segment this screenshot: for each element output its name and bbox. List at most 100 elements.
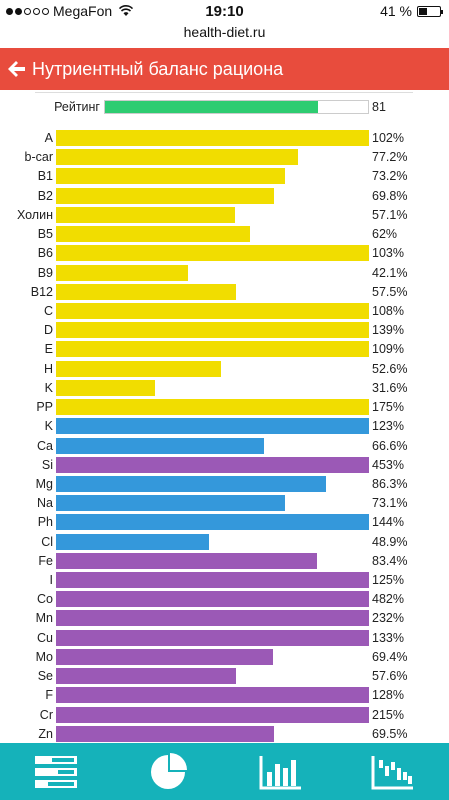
nutrient-bar-track [56,514,369,531]
nutrient-label: Zn [38,726,53,741]
waterfall-chart-icon [371,755,413,789]
nutrient-row: Cr 215% [0,706,449,725]
nutrient-bar-track [56,360,369,377]
nutrient-bar-track [56,130,369,146]
nutrient-bar-track [56,379,369,396]
nutrient-row: D 139% [0,321,449,340]
nutrient-bar [56,399,369,416]
nutrient-row: A 102% [0,129,449,148]
status-time: 19:10 [205,3,244,20]
browser-url[interactable]: health-diet.ru [183,24,266,40]
nutrient-row: Zn 69.5% [0,725,449,744]
nutrient-percent: 48.9% [372,534,408,549]
nutrient-bar-track [56,187,369,204]
nutrient-label: B12 [30,284,53,299]
nutrient-label: Si [41,457,53,472]
bottom-tab-bar [0,743,449,800]
rating-row: Рейтинг 81 [0,99,449,117]
nutrient-bar [56,226,251,243]
nutrient-bar-track [56,629,369,646]
nutrient-label: E [44,342,53,357]
nutrient-bar-track [56,341,369,358]
nutrient-bar-track [56,322,369,339]
nutrient-row: K 123% [0,417,449,436]
status-left: MegaFon [6,3,134,19]
nutrient-row: B12 57.5% [0,283,449,302]
nutrient-row: Fe 83.4% [0,552,449,571]
nutrient-label: B6 [37,246,53,261]
nutrient-percent: 232% [372,611,404,626]
nutrient-bar [56,591,369,608]
nutrient-percent: 77.2% [372,150,408,165]
nutrient-bar [56,341,369,358]
nutrient-percent: 69.4% [372,649,408,664]
app-header: Нутриентный баланс рациона [0,48,449,90]
nutrient-bar-track [56,648,369,665]
nutrient-bar [56,379,155,396]
nutrient-bar-track [56,456,369,473]
nutrient-label: PP [36,400,53,415]
nutrient-bar [56,629,369,646]
nutrient-percent: 144% [372,515,404,530]
nutrient-percent: 57.1% [372,207,408,222]
nutrient-row: B2 69.8% [0,187,449,206]
nutrient-row: E 109% [0,340,449,359]
nutrient-percent: 175% [372,400,404,415]
nutrient-bar-track [56,572,369,589]
nutrient-row: PP 175% [0,398,449,417]
nutrient-percent: 139% [372,323,404,338]
nutrient-percent: 133% [372,630,404,645]
nutrient-label: Cl [41,534,53,549]
tab-bar-chart[interactable] [225,743,337,800]
nutrient-bar [56,495,285,512]
nutrient-row: Холин 57.1% [0,206,449,225]
nutrient-label: Na [37,496,53,511]
nutrient-bar [56,264,188,281]
nutrient-bar [56,437,265,454]
tab-waterfall-chart[interactable] [337,743,449,800]
nutrient-bar [56,302,369,319]
nutrient-percent: 215% [372,707,404,722]
nutrient-row: Si 453% [0,456,449,475]
nutrient-percent: 69.8% [372,188,408,203]
nutrient-bar-track [56,610,369,627]
nutrient-bar [56,610,369,627]
tab-list[interactable] [0,743,112,800]
nutrient-bar [56,130,369,146]
nutrient-label: Mg [35,476,53,491]
battery-percent: 41 % [380,3,412,19]
nutrient-bar-track [56,283,369,300]
nutrient-label: F [45,688,53,703]
nutrient-bar-track [56,668,369,685]
back-button[interactable] [4,56,30,82]
nutrient-row: B1 73.2% [0,167,449,186]
nutrient-bar-track [56,552,369,569]
nutrient-bar [56,668,237,685]
nutrient-bar [56,149,298,166]
nutrient-percent: 31.6% [372,380,408,395]
nutrient-label: D [43,323,53,338]
nutrient-bar [56,706,369,723]
nutrient-percent: 128% [372,688,404,703]
nutrient-bar-track [56,302,369,319]
nutrient-row: Cu 133% [0,629,449,648]
rating-label: Рейтинг [54,100,100,114]
nutrient-label: Mn [35,611,53,626]
nutrient-bar-track [56,264,369,281]
nutrient-row: Mg 86.3% [0,475,449,494]
nutrient-bar [56,456,369,473]
nutrient-row: C 108% [0,302,449,321]
nutrient-label: B1 [37,169,53,184]
nutrient-row: Ph 144% [0,513,449,532]
nutrient-bar-track [56,591,369,608]
tab-pie-chart[interactable] [112,743,224,800]
nutrient-label: Холин [16,207,53,222]
carrier-name: MegaFon [53,3,113,19]
nutrient-bar-track [56,149,369,166]
nutrient-label: Co [37,592,53,607]
nutrient-row: H 52.6% [0,360,449,379]
nutrient-bar-track [56,437,369,454]
nutrient-row: K 31.6% [0,379,449,398]
nutrient-percent: 102% [372,131,404,145]
nutrient-row: B5 62% [0,225,449,244]
